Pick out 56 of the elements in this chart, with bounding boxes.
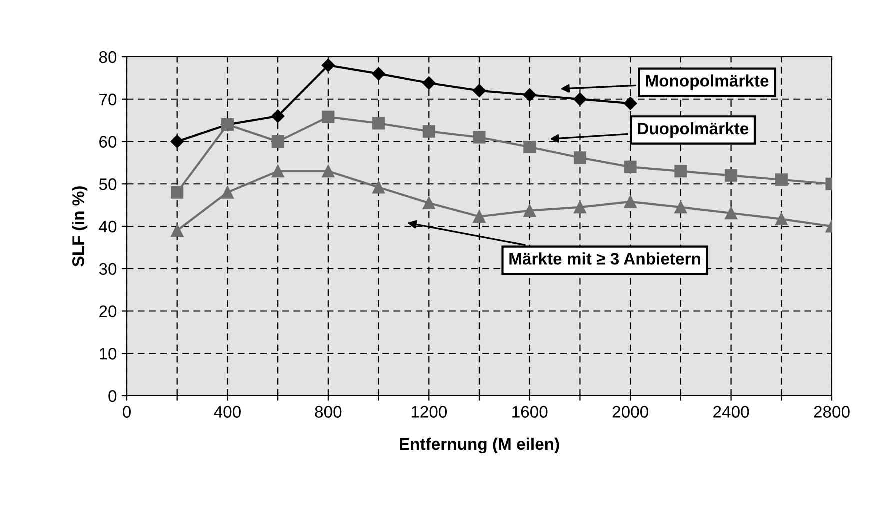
point	[372, 67, 386, 81]
point	[775, 213, 788, 226]
point	[574, 92, 587, 106]
y-tick-label: 80	[99, 51, 117, 64]
y-axis-title: SLF (in %)	[72, 186, 88, 267]
y-tick-label: 50	[99, 178, 117, 190]
point	[624, 97, 638, 110]
y-tick-label: 20	[100, 306, 117, 318]
point	[725, 169, 738, 182]
point	[372, 117, 386, 130]
y-tick-label: 0	[108, 390, 117, 402]
annotation: Märkte mit ≥ 3 Anbietern	[510, 252, 700, 265]
point	[322, 165, 335, 178]
point	[322, 110, 335, 124]
point	[524, 204, 536, 218]
point	[574, 152, 586, 164]
x-axis-title: Entfernung (M eilen)	[400, 438, 560, 454]
y-tick-label: 30	[99, 263, 117, 276]
point	[472, 84, 486, 98]
point	[322, 58, 336, 72]
point	[422, 76, 436, 90]
x-tick-label: 0	[123, 406, 131, 418]
point	[422, 125, 436, 138]
y-tick-label: 60	[100, 136, 117, 148]
point	[473, 210, 486, 224]
annotation: Monopolmärkte	[646, 74, 769, 90]
point	[171, 224, 184, 237]
x-tick-label: 400	[214, 406, 241, 418]
point	[624, 196, 637, 208]
annotation: Duopolmärkte	[638, 122, 749, 138]
point	[171, 186, 184, 199]
y-tick-label: 10	[100, 348, 117, 360]
point	[524, 141, 536, 154]
point	[271, 110, 285, 123]
x-tick-label: 2400	[714, 406, 750, 418]
point	[674, 165, 688, 178]
point	[725, 207, 738, 220]
point	[775, 174, 788, 186]
point	[272, 165, 284, 178]
x-tick-label: 1600	[512, 406, 548, 418]
point	[272, 136, 284, 148]
point	[170, 135, 184, 148]
x-tick-label: 2800	[814, 406, 850, 418]
x-tick-label: 800	[315, 406, 342, 418]
point	[523, 88, 536, 102]
x-tick-label: 1200	[412, 406, 448, 418]
point	[574, 201, 586, 214]
x-tick-label: 2000	[612, 406, 648, 418]
point	[372, 181, 386, 194]
point	[422, 196, 436, 210]
point	[674, 201, 688, 214]
y-tick-label: 40	[99, 220, 117, 233]
point	[473, 131, 486, 144]
point	[221, 186, 234, 199]
y-tick-label: 70	[100, 94, 117, 106]
point	[624, 160, 637, 174]
